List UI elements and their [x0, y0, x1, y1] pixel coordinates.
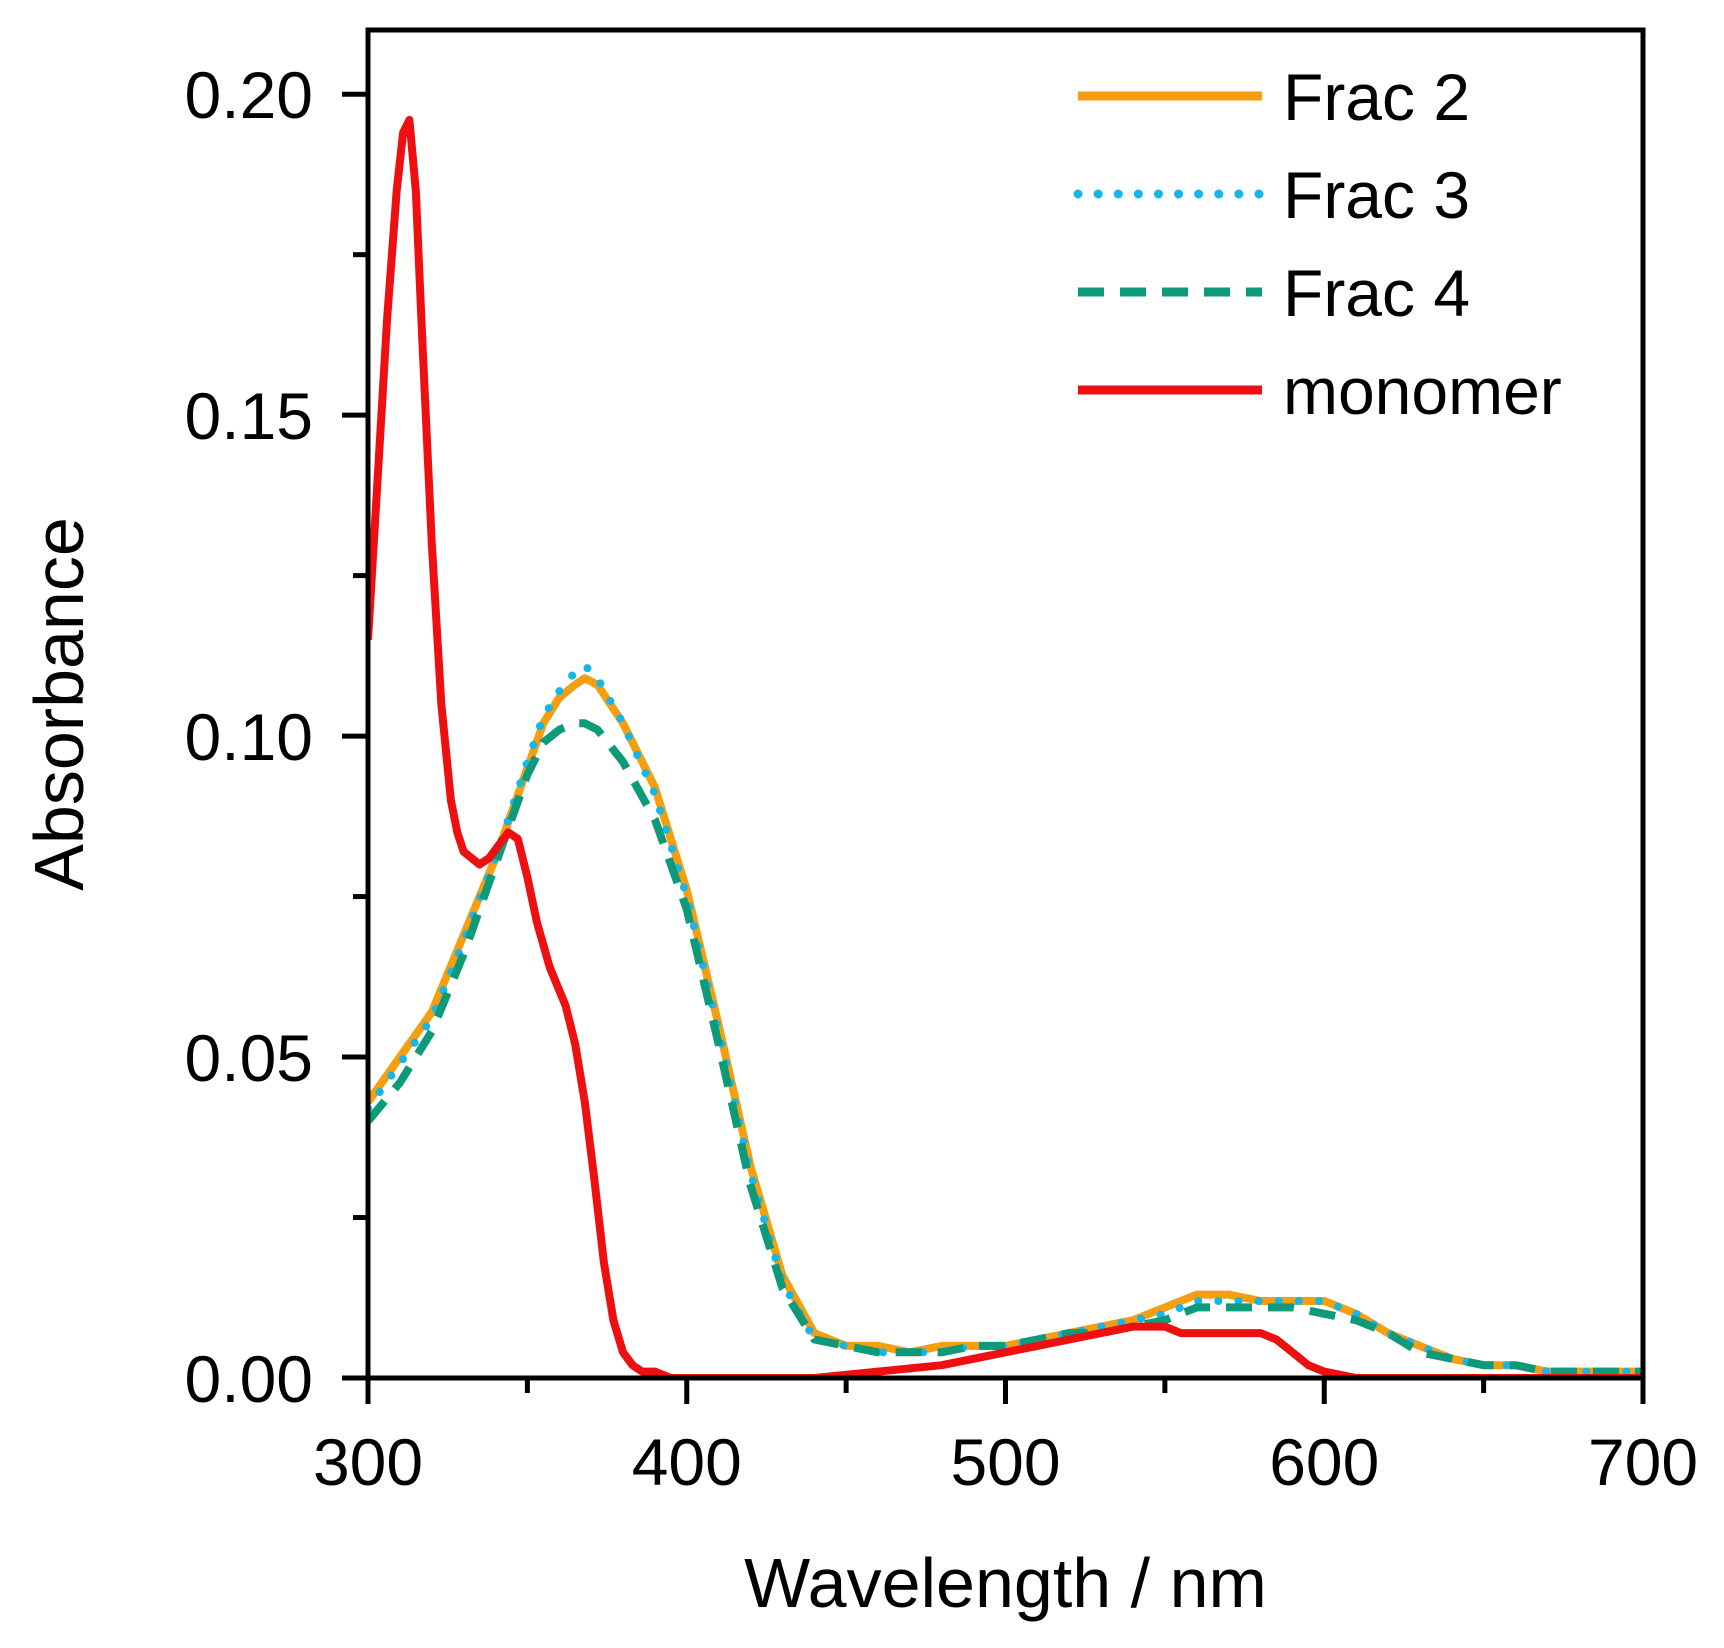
x-axis: 300 400 500 600 700 [313, 1378, 1698, 1499]
legend-label: monomer [1283, 354, 1562, 428]
series-line-frac-2 [368, 674, 1643, 1376]
y-tick-label: 0.10 [185, 700, 313, 774]
y-axis: 0.00 0.05 0.10 0.15 0.20 [185, 58, 368, 1416]
x-tick-label: 700 [1588, 1425, 1698, 1499]
y-tick-label: 0.05 [185, 1021, 313, 1095]
x-axis-title: Wavelength / nm [744, 1544, 1267, 1622]
x-tick-label: 500 [950, 1425, 1060, 1499]
y-tick-label: 0.20 [185, 58, 313, 132]
legend-label: Frac 3 [1283, 158, 1470, 232]
y-tick-label: 0.15 [185, 379, 313, 453]
y-axis-title: Absorbance [20, 517, 98, 891]
x-tick-label: 600 [1269, 1425, 1379, 1499]
legend: Frac 2 Frac 3 Frac 4 monomer [1073, 60, 1562, 428]
series-line-frac-4 [368, 719, 1643, 1376]
series-line-frac-3 [368, 661, 1643, 1376]
y-tick-label: 0.00 [185, 1342, 313, 1416]
x-tick-label: 300 [313, 1425, 423, 1499]
legend-label: Frac 4 [1283, 256, 1470, 330]
series-line-monomer [368, 115, 1643, 1378]
x-tick-label: 400 [632, 1425, 742, 1499]
legend-label: Frac 2 [1283, 60, 1470, 134]
series-layer [368, 115, 1643, 1378]
